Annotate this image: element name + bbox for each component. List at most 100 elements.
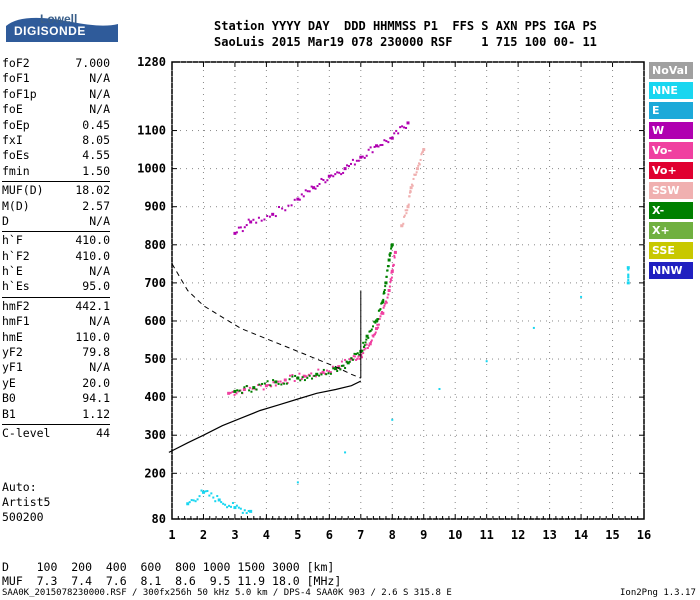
- grid-dot: [297, 286, 299, 287]
- echo-point: [357, 159, 360, 162]
- grid-dot: [297, 346, 299, 347]
- grid-dot: [486, 292, 488, 293]
- grid-dot: [454, 316, 456, 317]
- grid-dot: [643, 274, 645, 275]
- grid-dot: [390, 168, 391, 170]
- grid-dot: [528, 320, 529, 322]
- grid-dot: [294, 320, 295, 322]
- grid-dot: [297, 496, 299, 497]
- auto-artist: Artist5: [2, 495, 51, 509]
- grid-dot: [517, 502, 519, 503]
- grid-dot: [423, 208, 425, 209]
- grid-dot: [580, 412, 582, 413]
- grid-dot: [517, 214, 519, 215]
- chart-axes: 1 2 3 4 5 6 7 8 9 10 11 12 13 14 15 1680200300400500600…: [137, 55, 651, 542]
- x-tick-label: 4: [263, 528, 270, 542]
- grid-dot: [580, 334, 582, 335]
- grid-dot: [378, 358, 379, 360]
- grid-dot: [360, 430, 362, 431]
- grid-dot: [297, 184, 299, 185]
- grid-dot: [517, 190, 519, 191]
- grid-dot: [432, 396, 433, 398]
- grid-dot: [297, 316, 299, 317]
- grid-dot: [423, 82, 425, 83]
- grid-dot: [265, 244, 267, 245]
- grid-dot: [246, 282, 247, 284]
- grid-dot: [456, 130, 457, 132]
- legend-item-x-: X-: [649, 202, 693, 219]
- grid-dot: [423, 472, 425, 473]
- grid-dot: [540, 61, 541, 63]
- grid-dot: [540, 320, 541, 322]
- grid-dot: [486, 178, 488, 179]
- grid-dot: [517, 424, 519, 425]
- grid-dot: [288, 396, 289, 398]
- grid-dot: [360, 454, 362, 455]
- grid-dot: [246, 358, 247, 360]
- grid-dot: [234, 220, 236, 221]
- grid-dot: [246, 434, 247, 436]
- x-tick-label: 6: [326, 528, 333, 542]
- grid-dot: [391, 88, 393, 89]
- grid-dot: [432, 130, 433, 132]
- grid-dot: [180, 434, 181, 436]
- grid-dot: [342, 320, 343, 322]
- grid-dot: [528, 168, 529, 170]
- grid-dot: [580, 130, 582, 131]
- grid-dot: [462, 244, 463, 246]
- grid-dot: [265, 292, 267, 293]
- grid-dot: [643, 232, 645, 233]
- grid-dot: [456, 206, 457, 208]
- grid-dot: [432, 282, 433, 284]
- grid-dot: [630, 168, 631, 170]
- grid-dot: [517, 370, 519, 371]
- grid-dot: [202, 364, 204, 365]
- echo-point: [321, 370, 325, 374]
- grid-dot: [328, 106, 330, 107]
- grid-dot: [606, 518, 607, 520]
- grid-dot: [612, 61, 613, 63]
- grid-dot: [580, 448, 582, 449]
- grid-dot: [454, 214, 456, 215]
- grid-dot: [202, 130, 204, 131]
- param-row: foEs 4.55: [2, 148, 110, 163]
- grid-dot: [594, 130, 595, 132]
- grid-dot: [570, 320, 571, 322]
- grid-dot: [192, 244, 193, 246]
- grid-dot: [588, 434, 589, 436]
- grid-dot: [318, 282, 319, 284]
- grid-dot: [372, 130, 373, 132]
- echo-point: [368, 342, 372, 346]
- grid-dot: [517, 226, 519, 227]
- grid-dot: [328, 124, 330, 125]
- grid-dot: [558, 396, 559, 398]
- grid-dot: [612, 250, 614, 251]
- grid-dot: [204, 472, 205, 474]
- echo-point: [627, 276, 630, 279]
- echo-point: [188, 501, 191, 504]
- grid-dot: [384, 358, 385, 360]
- grid-dot: [462, 518, 463, 520]
- grid-dot: [297, 124, 299, 125]
- grid-dot: [265, 316, 267, 317]
- echo-point: [322, 368, 325, 371]
- param-value: 410.0: [75, 248, 110, 263]
- grid-dot: [348, 282, 349, 284]
- echo-point: [407, 203, 410, 206]
- echo-point: [381, 300, 385, 304]
- grid-dot: [318, 61, 319, 63]
- echo-point: [196, 498, 199, 501]
- echo-point: [373, 320, 376, 323]
- grid-dot: [297, 226, 299, 227]
- grid-dot: [391, 94, 393, 95]
- grid-dot: [486, 286, 488, 287]
- echo-point: [239, 507, 242, 510]
- grid-dot: [582, 244, 583, 246]
- grid-dot: [468, 434, 469, 436]
- grid-dot: [222, 434, 223, 436]
- grid-dot: [391, 112, 393, 113]
- echo-point: [296, 481, 299, 484]
- grid-dot: [328, 376, 330, 377]
- grid-dot: [606, 130, 607, 132]
- grid-dot: [454, 148, 456, 149]
